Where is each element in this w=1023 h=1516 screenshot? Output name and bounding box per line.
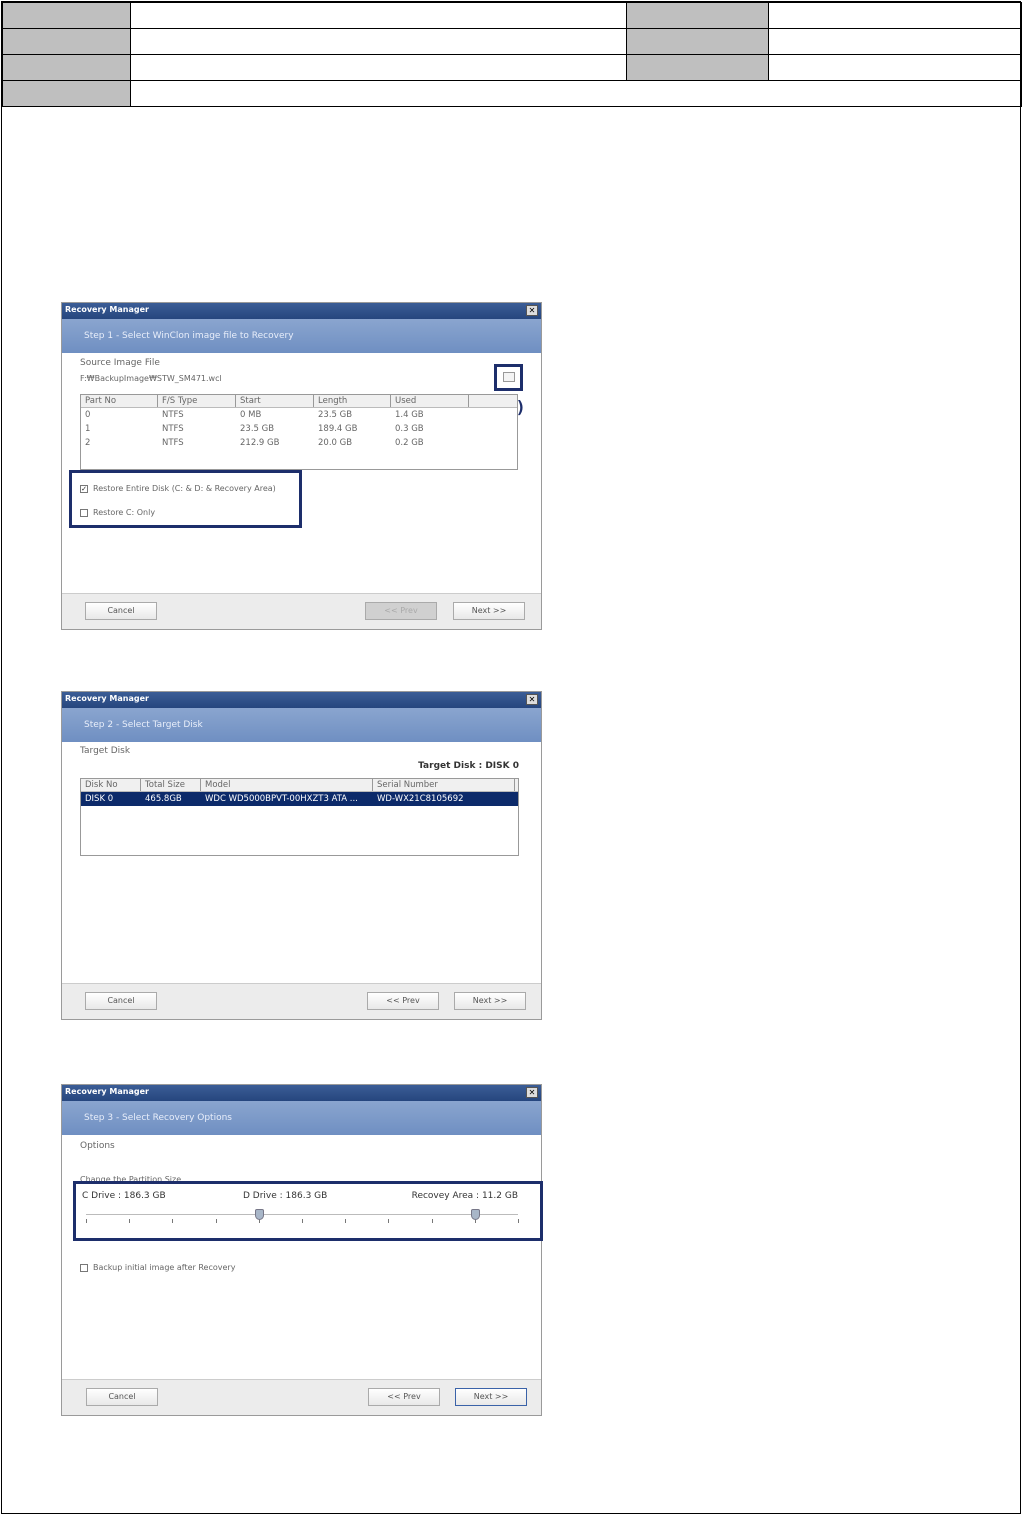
- partition-size-label: Change the Partition Size: [80, 1175, 182, 1184]
- slider-tick: [172, 1219, 174, 1223]
- header-label-cell: [2, 80, 131, 107]
- next-button[interactable]: Next >>: [454, 992, 526, 1010]
- restore-c-only-checkbox[interactable]: Restore C: Only: [80, 508, 155, 517]
- header-value-cell: [768, 2, 1022, 29]
- column-header[interactable]: Length: [314, 395, 391, 407]
- slider-tick: [474, 1219, 476, 1223]
- column-header[interactable]: Start: [236, 395, 314, 407]
- slider-tick: [431, 1219, 433, 1223]
- title-bar: Recovery Manager ✕: [62, 692, 541, 708]
- header-label-cell: [2, 54, 131, 81]
- header-label-cell: [626, 2, 769, 29]
- checkbox-icon: [80, 508, 88, 517]
- column-header[interactable]: F/S Type: [158, 395, 236, 407]
- partition-slider[interactable]: [86, 1209, 519, 1223]
- title-bar: Recovery Manager ✕: [62, 303, 541, 319]
- header-label-cell: [626, 28, 769, 55]
- column-header[interactable]: Serial Number: [373, 779, 515, 791]
- recovery-area-size: Recovey Area : 11.2 GB: [411, 1191, 518, 1201]
- slider-tick: [215, 1219, 217, 1223]
- step1-dialog: Recovery Manager ✕ Step 1 - Select WinClo…: [61, 302, 542, 630]
- step-banner: Step 3 - Select Recovery Options: [62, 1101, 541, 1135]
- checkbox-icon: [80, 1263, 88, 1272]
- partition-table: Part No F/S Type Start Length Used 0 NTFS 0 MB…: [80, 394, 518, 470]
- header-value-cell: [768, 28, 1022, 55]
- column-header[interactable]: Disk No: [81, 779, 141, 791]
- header-value-cell: [130, 28, 627, 55]
- source-image-path: F:₩BackupImage₩STW_SM471.wcl: [80, 374, 222, 383]
- slider-tick: [86, 1219, 87, 1223]
- header-value-cell: [130, 2, 627, 29]
- backup-initial-image-checkbox[interactable]: Backup initial image after Recovery: [80, 1263, 235, 1272]
- step2-dialog: Recovery Manager ✕ Step 2 - Select Target…: [61, 691, 542, 1020]
- slider-tick: [302, 1219, 303, 1223]
- header-value-cell: [130, 80, 1022, 107]
- cancel-button[interactable]: Cancel: [85, 602, 157, 620]
- dialog-footer: Cancel << Prev Next >>: [62, 593, 541, 629]
- table-row[interactable]: 0 NTFS 0 MB 23.5 GB 1.4 GB: [85, 410, 424, 420]
- prev-button[interactable]: << Prev: [368, 1388, 440, 1406]
- restore-entire-disk-checkbox[interactable]: ✓ Restore Entire Disk (C: & D: & Recovery…: [80, 484, 276, 493]
- slider-tick: [258, 1219, 260, 1223]
- close-icon[interactable]: ✕: [526, 694, 538, 705]
- close-icon[interactable]: ✕: [526, 305, 538, 316]
- target-disk-label: Target Disk: [80, 746, 131, 756]
- checkbox-checked-icon: ✓: [80, 484, 88, 493]
- step3-dialog: Recovery Manager ✕ Step 3 - Select Recove…: [61, 1084, 543, 1416]
- title-bar: Recovery Manager ✕: [62, 1085, 541, 1101]
- slider-thumb[interactable]: [254, 1209, 264, 1220]
- slider-tick: [345, 1219, 347, 1223]
- browse-highlight: [494, 364, 523, 391]
- table-row[interactable]: 1 NTFS 23.5 GB 189.4 GB 0.3 GB: [85, 424, 424, 434]
- partition-size-highlight: C Drive : 186.3 GB D Drive : 186.3 GB Re…: [73, 1181, 543, 1241]
- cancel-button[interactable]: Cancel: [85, 992, 157, 1010]
- disk-table: Disk No Total Size Model Serial Number DISK…: [80, 778, 519, 856]
- slider-tick: [518, 1219, 519, 1223]
- header-label-cell: [2, 28, 131, 55]
- restore-options-highlight: ✓ Restore Entire Disk (C: & D: & Recovery…: [69, 470, 302, 528]
- column-header[interactable]: Model: [201, 779, 373, 791]
- d-drive-size: D Drive : 186.3 GB: [243, 1191, 328, 1201]
- dialog-title: Recovery Manager: [65, 1087, 149, 1096]
- column-header[interactable]: Part No: [81, 395, 158, 407]
- step-banner: Step 1 - Select WinClon image file to Re…: [62, 319, 541, 353]
- column-header[interactable]: Total Size: [141, 779, 201, 791]
- source-image-label: Source Image File: [80, 358, 160, 368]
- slider-tick: [129, 1219, 131, 1223]
- c-drive-size: C Drive : 186.3 GB: [82, 1191, 166, 1201]
- dialog-title: Recovery Manager: [65, 694, 149, 703]
- selected-target-disk: Target Disk : DISK 0: [418, 761, 519, 771]
- dialog-title: Recovery Manager: [65, 305, 149, 314]
- table-row[interactable]: 2 NTFS 212.9 GB 20.0 GB 0.2 GB: [85, 438, 424, 448]
- cancel-button[interactable]: Cancel: [86, 1388, 158, 1406]
- dialog-footer: Cancel << Prev Next >>: [62, 1379, 541, 1415]
- close-icon[interactable]: ✕: [526, 1087, 538, 1098]
- step-banner: Step 2 - Select Target Disk: [62, 708, 541, 742]
- next-button[interactable]: Next >>: [453, 602, 525, 620]
- browse-folder-icon[interactable]: [502, 372, 515, 382]
- next-button[interactable]: Next >>: [455, 1388, 527, 1406]
- header-label-cell: [2, 2, 131, 29]
- dialog-footer: Cancel << Prev Next >>: [62, 983, 541, 1019]
- prev-button[interactable]: << Prev: [367, 992, 439, 1010]
- table-row-selected[interactable]: DISK 0 465.8GB WDC WD5000BPVT-00HXZT3 ATA …: [81, 792, 518, 806]
- header-label-cell: [626, 54, 769, 81]
- header-table: [2, 2, 1022, 107]
- options-label: Options: [80, 1141, 115, 1151]
- column-header[interactable]: Used: [391, 395, 469, 407]
- header-value-cell: [768, 54, 1022, 81]
- prev-button[interactable]: << Prev: [365, 602, 437, 620]
- slider-tick: [388, 1219, 390, 1223]
- header-value-cell: [130, 54, 627, 81]
- slider-thumb[interactable]: [470, 1209, 480, 1220]
